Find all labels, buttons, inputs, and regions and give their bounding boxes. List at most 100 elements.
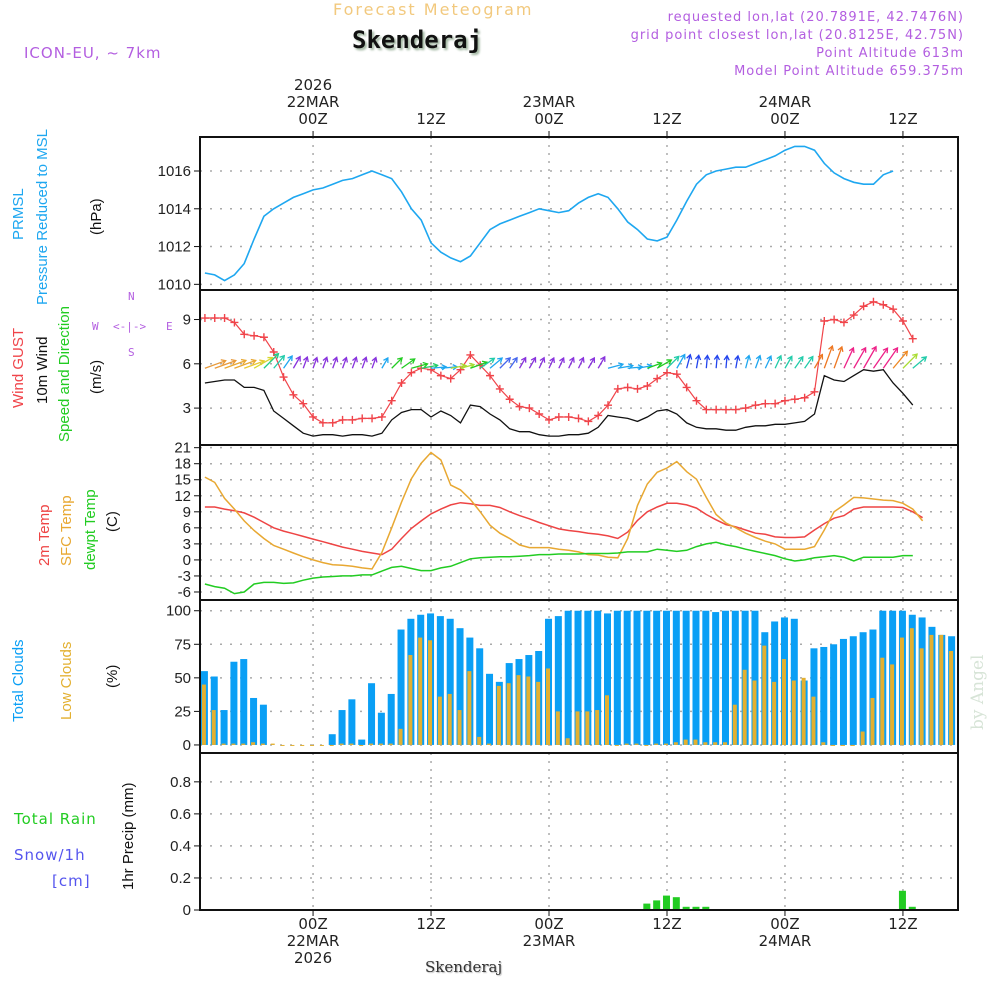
wind-arrow (666, 355, 680, 369)
total-cloud-bar (869, 629, 877, 745)
bottom-time-tick: 12Z (652, 916, 681, 967)
low-cloud-bar (457, 710, 462, 745)
total-cloud-bar (751, 610, 759, 745)
top-time-tick: 23MAR 00Z (523, 77, 576, 128)
y-tick-label: 1012 (158, 239, 191, 256)
wind-arrow-head (860, 346, 867, 353)
wind-arrow (322, 357, 328, 369)
wind-arrow (214, 359, 237, 369)
total-cloud-bar (338, 710, 346, 745)
total-cloud-bar (436, 616, 444, 745)
low-cloud-bar (477, 736, 482, 745)
wind-arrow (695, 355, 700, 369)
gust-marker (220, 314, 229, 323)
wind-arrow-head (703, 354, 711, 361)
low-cloud-bar (801, 677, 806, 745)
gust-marker (309, 412, 318, 421)
rain-bar (682, 906, 690, 910)
y-tick-label: -3 (178, 568, 191, 585)
y-tick-label: 9 (183, 312, 191, 329)
wind-arrow (823, 345, 833, 369)
wind-arrow (813, 354, 823, 369)
low-cloud-bar (683, 739, 688, 745)
wind-arrow (528, 357, 537, 369)
low-cloud-bar (781, 659, 786, 745)
gust-marker (574, 414, 583, 423)
wind-arrow-head (686, 353, 693, 360)
wind-arrow-head (787, 355, 793, 362)
y-tick-label: 9 (183, 504, 191, 521)
wind-arrow (676, 354, 686, 369)
model-altitude: Model Point Altitude 659.375m (734, 64, 964, 79)
total-cloud-bar (486, 673, 494, 745)
low-cloud-bar (428, 640, 433, 745)
low-cloud-bar (870, 697, 875, 745)
gust-marker (328, 418, 337, 427)
y-tick-label: 0 (183, 902, 191, 919)
wind-arrow (656, 359, 672, 369)
wind-arrow (421, 364, 438, 369)
bottom-time-tick-line: 00Z (298, 915, 328, 933)
low-cloud-bar (654, 743, 659, 745)
low-cloud-bar (919, 648, 924, 745)
wind-arrow-head (694, 354, 702, 361)
bottom-time-tick-line: 23MAR (522, 932, 576, 950)
gust-marker (771, 399, 780, 408)
total-cloud-bar (820, 646, 828, 745)
wind-arrow-head (837, 345, 844, 352)
wind-arrow-head (912, 353, 918, 360)
low-cloud-bar (300, 744, 305, 746)
gust-marker (564, 412, 573, 421)
wind-arrow (745, 355, 750, 369)
total-cloud-bar (554, 616, 562, 745)
gust-marker (348, 415, 357, 424)
low-cloud-bar (487, 743, 492, 745)
wind-arrow (381, 357, 389, 369)
gust-marker (751, 401, 760, 410)
bottom-time-tick-line: 12Z (652, 915, 682, 933)
wind-arrow (725, 355, 728, 369)
low-cloud-bar (939, 634, 944, 745)
grid-point-coords: grid point closest lon,lat (20.8125E, 42… (630, 28, 964, 43)
y-tick-label: 6 (183, 356, 191, 373)
wind-arrow (637, 365, 652, 369)
gust-marker (446, 374, 455, 383)
gust-marker (495, 384, 504, 393)
y-tick-label: 0.2 (170, 870, 191, 887)
t2m-line (204, 501, 923, 556)
wind-arrow (283, 355, 293, 369)
bottom-time-tick-line: 22MAR (286, 932, 340, 950)
wind-arrow (224, 359, 247, 369)
rain-bar (702, 906, 710, 910)
low-cloud-bar (546, 668, 551, 745)
rain-bar (653, 900, 661, 910)
wind-arrow (351, 357, 357, 369)
wind-arrow-head (549, 356, 555, 364)
rain-bar (692, 906, 700, 910)
rain-label: Total Rain (14, 810, 97, 828)
wind-arrow-head (656, 361, 663, 368)
wind-arrow-head (882, 347, 889, 354)
wind-arrow-head (279, 354, 286, 361)
low-cloud-bar (555, 711, 560, 745)
bottom-time-tick-line: 12Z (888, 915, 918, 933)
gust-marker (839, 318, 848, 327)
total-cloud-bar (672, 610, 680, 745)
wind-arrow-head (287, 355, 293, 362)
y-tick-label: 21 (174, 440, 191, 457)
low-cloud-bar (663, 743, 668, 745)
gust-marker (731, 405, 740, 414)
wind-arrow-head (617, 362, 625, 369)
wind-arrow-head (273, 352, 280, 359)
gust-marker (486, 371, 495, 380)
gust-marker (692, 396, 701, 405)
wind-arrow-head (776, 354, 783, 361)
model-label: ICON-EU, ~ 7km (24, 44, 162, 62)
gust-marker (250, 331, 259, 340)
low-cloud-bar (742, 669, 747, 745)
gust-marker (407, 368, 416, 377)
wind-arrow (597, 356, 606, 369)
total-cloud-bar (250, 697, 258, 745)
wind-arrow (401, 358, 416, 369)
